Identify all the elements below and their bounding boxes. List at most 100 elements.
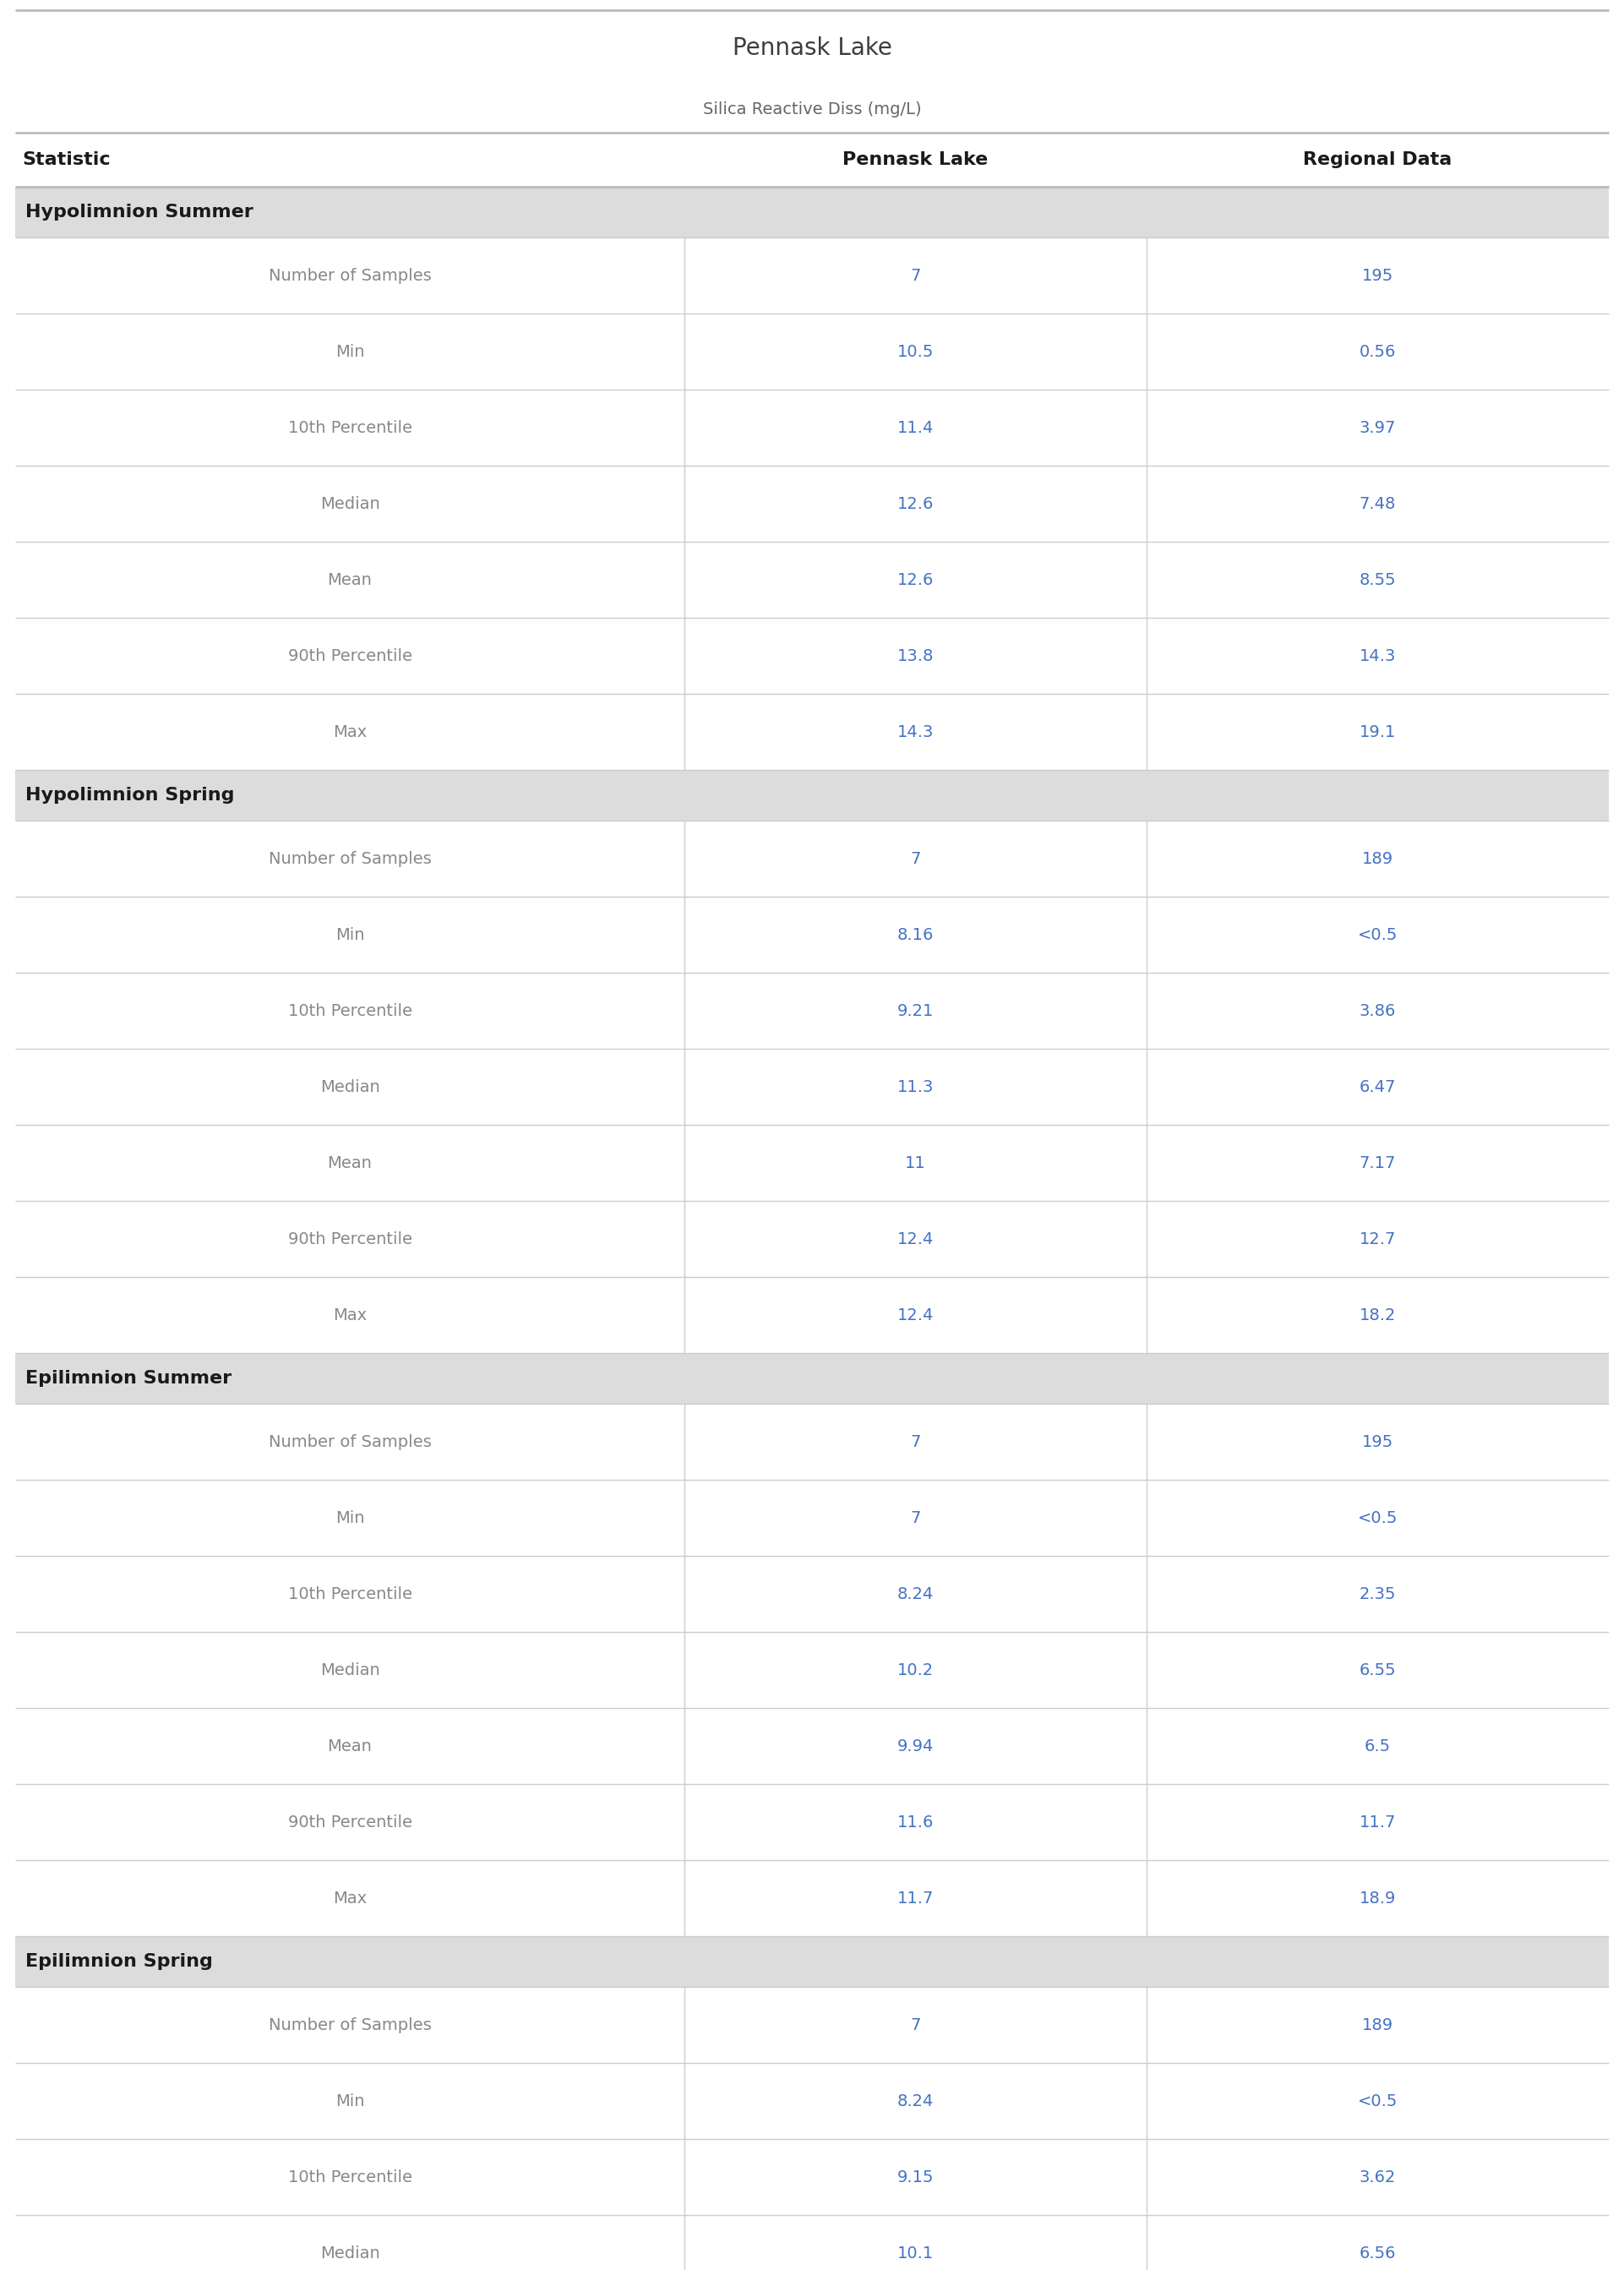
Text: <0.5: <0.5 bbox=[1358, 926, 1398, 942]
Text: 10th Percentile: 10th Percentile bbox=[287, 420, 412, 436]
Text: Number of Samples: Number of Samples bbox=[268, 1435, 432, 1451]
Text: Epilimnion Spring: Epilimnion Spring bbox=[26, 1952, 213, 1970]
Text: 3.97: 3.97 bbox=[1359, 420, 1397, 436]
Bar bbox=[15, 2138, 1609, 2216]
Bar bbox=[15, 770, 1609, 822]
Bar bbox=[15, 1126, 1609, 1201]
Text: Hypolimnion Spring: Hypolimnion Spring bbox=[26, 788, 234, 804]
Text: Min: Min bbox=[335, 1510, 364, 1525]
Text: 18.9: 18.9 bbox=[1359, 1891, 1397, 1907]
Bar bbox=[15, 1555, 1609, 1632]
Bar bbox=[15, 543, 1609, 617]
Text: Number of Samples: Number of Samples bbox=[268, 268, 432, 284]
Text: 6.56: 6.56 bbox=[1359, 2245, 1397, 2261]
Text: 3.62: 3.62 bbox=[1359, 2170, 1397, 2186]
Text: 10.2: 10.2 bbox=[898, 1662, 934, 1678]
Bar bbox=[15, 897, 1609, 974]
Text: 12.7: 12.7 bbox=[1359, 1230, 1397, 1246]
Text: 189: 189 bbox=[1363, 851, 1393, 867]
Text: Min: Min bbox=[335, 343, 364, 359]
Bar bbox=[15, 186, 1609, 238]
Bar bbox=[15, 1707, 1609, 1784]
Text: 13.8: 13.8 bbox=[896, 647, 934, 663]
Text: 11.7: 11.7 bbox=[896, 1891, 934, 1907]
Text: 10.5: 10.5 bbox=[896, 343, 934, 359]
Bar bbox=[15, 465, 1609, 543]
Text: 12.6: 12.6 bbox=[896, 495, 934, 511]
Text: Max: Max bbox=[333, 1308, 367, 1323]
Text: 7.17: 7.17 bbox=[1359, 1155, 1397, 1171]
Bar bbox=[15, 1480, 1609, 1555]
Bar bbox=[15, 390, 1609, 465]
Text: 6.55: 6.55 bbox=[1359, 1662, 1397, 1678]
Bar bbox=[15, 1201, 1609, 1278]
Text: Median: Median bbox=[320, 1662, 380, 1678]
Text: 8.24: 8.24 bbox=[896, 2093, 934, 2109]
Text: 7: 7 bbox=[911, 268, 921, 284]
Bar bbox=[15, 617, 1609, 695]
Bar bbox=[15, 695, 1609, 770]
Text: 8.16: 8.16 bbox=[896, 926, 934, 942]
Text: 10.1: 10.1 bbox=[898, 2245, 934, 2261]
Text: 7: 7 bbox=[911, 851, 921, 867]
Bar bbox=[15, 1278, 1609, 1353]
Text: 10th Percentile: 10th Percentile bbox=[287, 1587, 412, 1603]
Text: 14.3: 14.3 bbox=[896, 724, 934, 740]
Text: 19.1: 19.1 bbox=[1359, 724, 1397, 740]
Text: 11: 11 bbox=[905, 1155, 926, 1171]
Bar bbox=[15, 822, 1609, 897]
Text: 9.94: 9.94 bbox=[896, 1739, 934, 1755]
Text: 7: 7 bbox=[911, 2016, 921, 2034]
Bar bbox=[15, 1859, 1609, 1936]
Bar bbox=[15, 1986, 1609, 2063]
Bar bbox=[15, 2063, 1609, 2138]
Text: <0.5: <0.5 bbox=[1358, 2093, 1398, 2109]
Text: 90th Percentile: 90th Percentile bbox=[287, 647, 412, 663]
Text: 2.35: 2.35 bbox=[1359, 1587, 1397, 1603]
Text: Median: Median bbox=[320, 495, 380, 511]
Text: Min: Min bbox=[335, 926, 364, 942]
Text: 0.56: 0.56 bbox=[1359, 343, 1397, 359]
Text: Epilimnion Summer: Epilimnion Summer bbox=[26, 1369, 232, 1387]
Text: 7.48: 7.48 bbox=[1359, 495, 1397, 511]
Text: 10th Percentile: 10th Percentile bbox=[287, 1003, 412, 1019]
Text: Hypolimnion Summer: Hypolimnion Summer bbox=[26, 204, 253, 220]
Text: Min: Min bbox=[335, 2093, 364, 2109]
Bar bbox=[15, 313, 1609, 390]
Text: Silica Reactive Diss (mg/L): Silica Reactive Diss (mg/L) bbox=[703, 102, 921, 118]
Text: 195: 195 bbox=[1363, 268, 1393, 284]
Text: 90th Percentile: 90th Percentile bbox=[287, 1814, 412, 1830]
Text: 8.55: 8.55 bbox=[1359, 572, 1397, 588]
Text: Regional Data: Regional Data bbox=[1304, 152, 1452, 168]
Text: 10th Percentile: 10th Percentile bbox=[287, 2170, 412, 2186]
Bar bbox=[15, 1936, 1609, 1986]
Text: 7: 7 bbox=[911, 1510, 921, 1525]
Text: 12.4: 12.4 bbox=[896, 1230, 934, 1246]
Text: 6.5: 6.5 bbox=[1364, 1739, 1390, 1755]
Text: 3.86: 3.86 bbox=[1359, 1003, 1397, 1019]
Text: Number of Samples: Number of Samples bbox=[268, 851, 432, 867]
Text: 11.4: 11.4 bbox=[896, 420, 934, 436]
Text: Pennask Lake: Pennask Lake bbox=[843, 152, 989, 168]
Text: Mean: Mean bbox=[328, 1155, 372, 1171]
Text: <0.5: <0.5 bbox=[1358, 1510, 1398, 1525]
Text: 8.24: 8.24 bbox=[896, 1587, 934, 1603]
Text: 12.4: 12.4 bbox=[896, 1308, 934, 1323]
Text: Mean: Mean bbox=[328, 1739, 372, 1755]
Bar bbox=[15, 1632, 1609, 1707]
Text: 9.21: 9.21 bbox=[896, 1003, 934, 1019]
Bar bbox=[15, 1403, 1609, 1480]
Text: 11.6: 11.6 bbox=[896, 1814, 934, 1830]
Bar bbox=[15, 1049, 1609, 1126]
Text: 90th Percentile: 90th Percentile bbox=[287, 1230, 412, 1246]
Text: Max: Max bbox=[333, 724, 367, 740]
Bar bbox=[15, 2216, 1609, 2270]
Bar bbox=[15, 1784, 1609, 1859]
Text: 195: 195 bbox=[1363, 1435, 1393, 1451]
Text: Statistic: Statistic bbox=[23, 152, 110, 168]
Text: Pennask Lake: Pennask Lake bbox=[732, 36, 892, 59]
Text: 12.6: 12.6 bbox=[896, 572, 934, 588]
Text: 189: 189 bbox=[1363, 2016, 1393, 2034]
Text: 11.7: 11.7 bbox=[1359, 1814, 1397, 1830]
Bar bbox=[15, 974, 1609, 1049]
